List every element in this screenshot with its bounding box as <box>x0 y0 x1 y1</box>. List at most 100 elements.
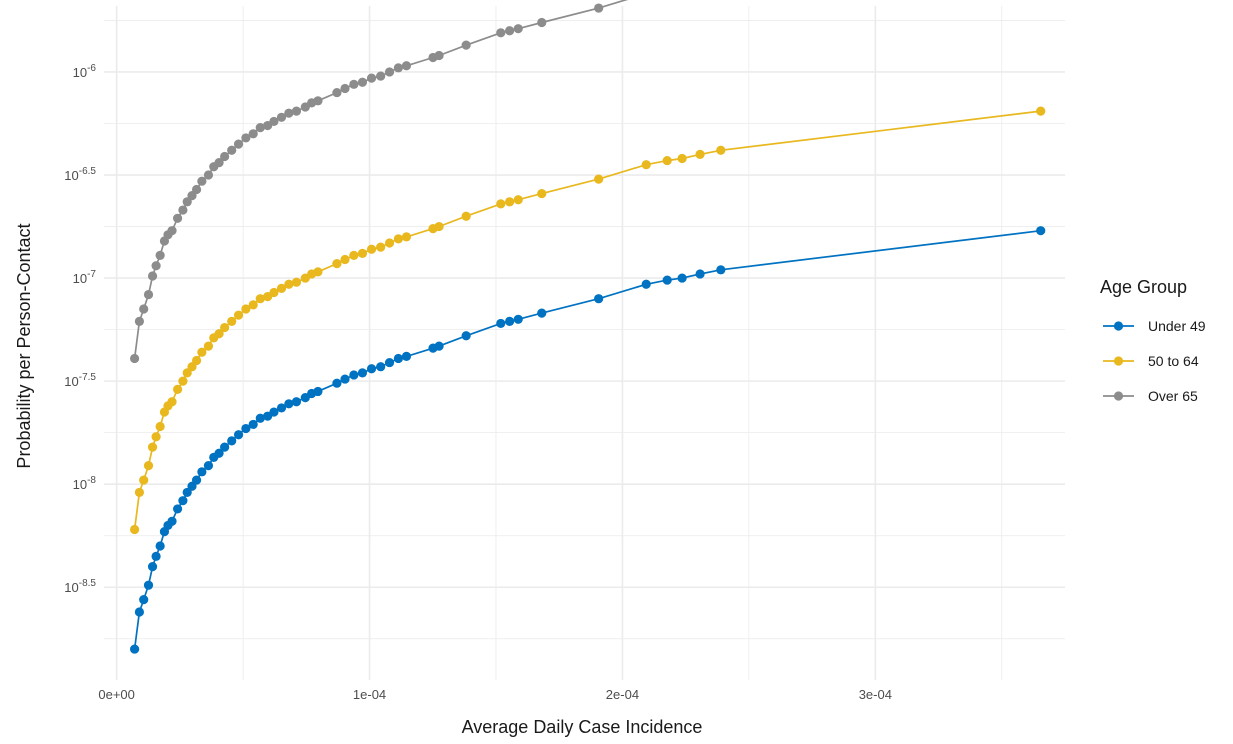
data-point-50-to-64 <box>313 267 323 277</box>
data-point-50-to-64 <box>182 368 192 378</box>
data-point-under-49 <box>366 364 377 374</box>
data-point-50-to-64 <box>241 304 251 314</box>
data-point-50-to-64 <box>134 487 145 498</box>
data-point-under-49 <box>349 370 359 380</box>
data-point-under-49 <box>276 403 287 413</box>
data-point-50-to-64 <box>155 421 165 432</box>
y-tick-label: 10-8.5 <box>64 578 96 595</box>
data-point-over-65 <box>461 40 471 50</box>
data-point-under-49 <box>662 275 672 285</box>
data-point-under-49 <box>401 351 412 361</box>
data-point-under-49 <box>641 279 651 289</box>
data-point-50-to-64 <box>178 376 188 386</box>
data-point-under-49 <box>139 595 149 605</box>
data-point-over-65 <box>147 271 158 281</box>
data-point-over-65 <box>139 304 149 314</box>
data-point-under-49 <box>269 407 279 417</box>
data-point-under-49 <box>172 504 183 514</box>
data-point-50-to-64 <box>255 294 265 304</box>
data-point-over-65 <box>513 24 523 34</box>
data-point-50-to-64 <box>269 287 279 298</box>
data-point-under-49 <box>178 496 188 506</box>
data-point-50-to-64 <box>695 149 705 160</box>
data-point-50-to-64 <box>1036 106 1046 116</box>
data-point-over-65 <box>203 170 214 180</box>
data-point-under-49 <box>384 357 395 368</box>
data-point-over-65 <box>349 79 359 89</box>
y-axis-ticks: 10-8.5 10-8 10-7.5 10-7 10-6.5 10-6 <box>64 63 96 595</box>
data-point-under-49 <box>695 269 705 279</box>
data-point-over-65 <box>269 116 279 127</box>
data-point-under-49 <box>155 541 165 551</box>
data-point-50-to-64 <box>291 277 302 287</box>
data-point-over-65 <box>248 129 258 139</box>
data-point-over-65 <box>505 26 515 36</box>
data-point-under-49 <box>151 551 161 561</box>
data-point-over-65 <box>357 77 368 87</box>
data-point-under-49 <box>537 308 547 318</box>
data-point-under-49 <box>182 487 192 498</box>
data-point-50-to-64 <box>151 432 161 442</box>
x-tick-label: 0e+00 <box>98 687 135 702</box>
data-point-over-65 <box>594 3 604 13</box>
data-point-over-65 <box>291 106 302 116</box>
legend-key-marker <box>1113 391 1124 401</box>
data-point-over-65 <box>220 151 230 162</box>
data-point-under-49 <box>203 461 214 471</box>
data-point-over-65 <box>130 353 140 364</box>
legend-label: Over 65 <box>1148 388 1198 404</box>
y-tick-label: 10-7.5 <box>64 372 96 389</box>
data-point-under-49 <box>313 386 323 397</box>
data-point-50-to-64 <box>384 238 395 248</box>
data-point-over-65 <box>366 73 377 83</box>
data-point-50-to-64 <box>233 310 244 320</box>
legend-key-marker <box>1113 356 1124 366</box>
data-point-over-65 <box>191 184 202 195</box>
data-point-50-to-64 <box>214 329 224 339</box>
data-point-50-to-64 <box>505 197 515 207</box>
data-point-under-49 <box>284 399 294 409</box>
data-point-50-to-64 <box>191 355 202 366</box>
data-point-under-49 <box>513 314 523 324</box>
data-point-under-49 <box>332 378 342 388</box>
data-point-under-49 <box>291 397 302 407</box>
data-point-under-49 <box>434 341 444 351</box>
x-tick-label: 1e-04 <box>353 687 386 702</box>
data-point-over-65 <box>227 145 237 155</box>
data-point-50-to-64 <box>203 341 214 351</box>
data-point-over-65 <box>143 289 154 300</box>
legend-key-marker <box>1113 321 1124 331</box>
data-point-under-49 <box>147 562 158 572</box>
series-50-to-64 <box>130 106 1046 535</box>
data-point-over-65 <box>214 158 224 168</box>
series-line-over-65 <box>133 0 629 359</box>
x-tick-label: 2e-04 <box>606 687 639 702</box>
data-point-50-to-64 <box>172 384 183 394</box>
data-point-under-49 <box>143 580 154 590</box>
data-point-over-65 <box>340 83 350 94</box>
data-point-over-65 <box>241 133 251 143</box>
data-point-50-to-64 <box>366 244 377 254</box>
data-point-over-65 <box>332 87 342 98</box>
data-point-under-49 <box>496 318 506 329</box>
data-point-over-65 <box>284 108 294 118</box>
data-point-under-49 <box>130 644 140 654</box>
data-point-over-65 <box>537 17 547 28</box>
y-tick-label: 10-8 <box>73 475 97 492</box>
data-point-50-to-64 <box>716 145 726 155</box>
data-point-under-49 <box>376 362 386 372</box>
data-point-under-49 <box>214 448 224 458</box>
y-axis-title: Probability per Person-Contact <box>14 223 34 468</box>
data-point-over-65 <box>151 261 161 271</box>
data-point-under-49 <box>340 374 350 384</box>
data-point-under-49 <box>197 467 207 477</box>
data-point-over-65 <box>233 139 244 149</box>
data-point-over-65 <box>496 28 506 38</box>
data-point-50-to-64 <box>594 174 604 184</box>
y-tick-label: 10-6.5 <box>64 166 96 183</box>
grid-lines <box>104 6 1065 680</box>
data-point-under-49 <box>357 368 368 378</box>
data-point-50-to-64 <box>357 248 368 258</box>
data-point-under-49 <box>191 475 202 485</box>
data-point-under-49 <box>505 316 515 326</box>
